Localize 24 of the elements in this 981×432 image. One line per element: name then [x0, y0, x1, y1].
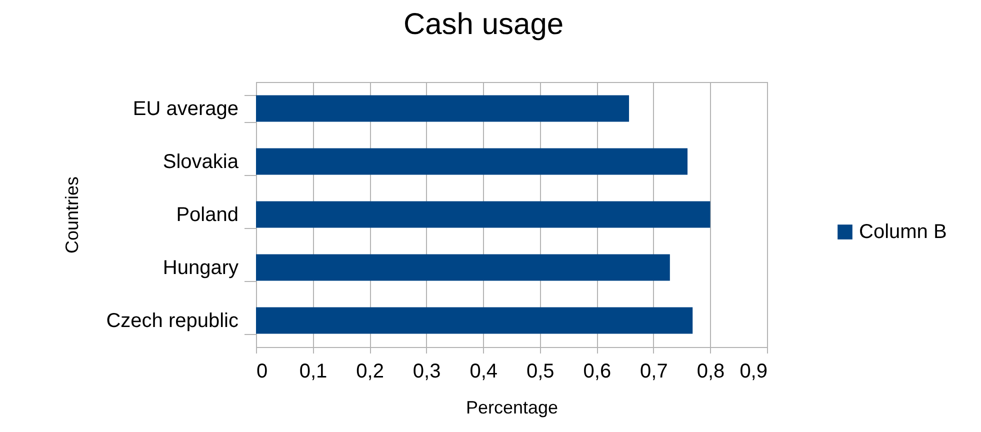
- x-tick-label: 0,2: [356, 360, 384, 382]
- bar: [256, 201, 710, 228]
- y-tick-label: Czech republic: [106, 310, 238, 332]
- x-tick-label: 0,5: [526, 360, 554, 382]
- bar: [256, 254, 670, 281]
- x-tick-label: 0,1: [299, 360, 328, 382]
- bar: [256, 95, 630, 122]
- bar: [256, 307, 693, 334]
- legend-label: Column B: [859, 221, 947, 243]
- x-tick-label: 0,7: [640, 360, 668, 382]
- x-tick-label: 0,8: [696, 360, 725, 382]
- y-axis-title: Countries: [62, 176, 82, 254]
- y-tick-label: Slovakia: [162, 151, 240, 173]
- x-tick-label: 0,4: [470, 360, 498, 382]
- chart-title: Cash usage: [403, 8, 564, 41]
- x-tick-label: 0,9: [740, 360, 768, 382]
- y-tick-label: Hungary: [162, 257, 238, 279]
- x-tick-label: 0,6: [583, 360, 612, 382]
- x-tick-label: 0,3: [412, 360, 441, 382]
- y-tick-label: EU average: [132, 98, 238, 120]
- y-tick-label: Poland: [176, 204, 238, 226]
- x-axis-title: Percentage: [466, 398, 558, 418]
- bar: [256, 148, 688, 175]
- x-tick-label: 0: [256, 360, 268, 382]
